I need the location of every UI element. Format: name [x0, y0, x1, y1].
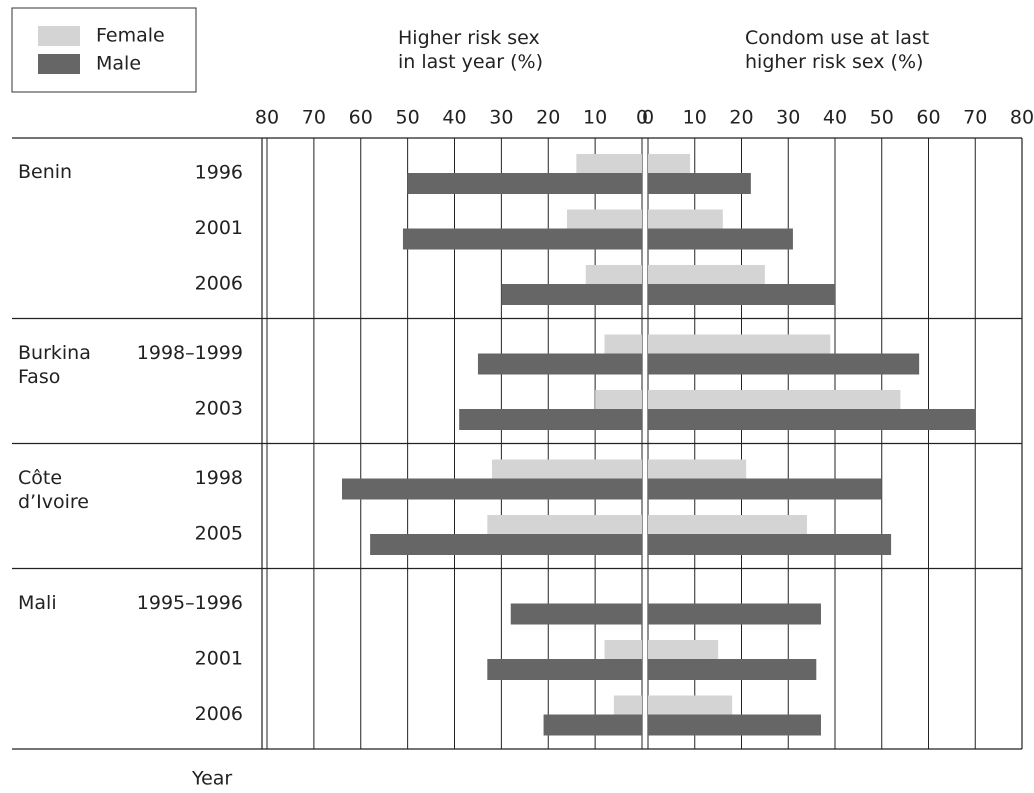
bar: [648, 640, 719, 659]
y-tick-label: 1996: [195, 162, 243, 184]
bar: [613, 695, 642, 715]
country-label: Benin: [18, 161, 73, 183]
x-tick-label: 50: [870, 107, 894, 129]
bar: [648, 334, 831, 354]
bar: [648, 173, 751, 194]
x-tick-label: 20: [729, 107, 753, 129]
bar: [585, 265, 642, 284]
bar: [501, 284, 642, 305]
bar: [648, 154, 691, 173]
bar: [648, 353, 920, 375]
bar: [648, 284, 835, 305]
bar: [648, 534, 892, 555]
bar: [487, 515, 642, 534]
bar: [648, 478, 882, 500]
y-tick-label: 2001: [195, 648, 243, 670]
x-tick-label: 70: [302, 107, 326, 129]
bar: [492, 459, 642, 479]
bar: [576, 154, 642, 173]
x-tick-label: 30: [776, 107, 800, 129]
bar: [648, 714, 821, 736]
bar: [648, 409, 976, 430]
bar: [595, 390, 642, 409]
bar: [459, 409, 642, 430]
bar: [648, 390, 901, 409]
x-tick-label: 80: [255, 107, 279, 129]
axis-label: Year: [191, 768, 232, 790]
bar: [648, 515, 807, 534]
y-tick-label: 2005: [195, 523, 243, 545]
x-tick-label: 60: [916, 107, 940, 129]
bar: [648, 228, 793, 250]
bar: [648, 659, 817, 680]
legend-swatch: [38, 26, 80, 46]
x-tick-label: 60: [349, 107, 373, 129]
bar: [648, 209, 723, 229]
bar: [648, 265, 765, 284]
bar: [370, 534, 642, 555]
x-tick-label: 30: [489, 107, 513, 129]
bar: [604, 640, 642, 659]
x-tick-label: 80: [1010, 107, 1034, 129]
bar: [604, 334, 642, 354]
bar: [648, 603, 821, 625]
bar: [487, 659, 642, 680]
y-tick-label: 1998: [195, 467, 243, 489]
bar: [402, 228, 642, 250]
legend-label: Female: [96, 25, 165, 47]
panel-title: Condom use at last higher risk sex (%): [745, 27, 930, 73]
bar: [342, 478, 642, 500]
bar: [407, 173, 642, 194]
x-tick-label: 50: [396, 107, 420, 129]
legend-label: Male: [96, 53, 141, 75]
x-tick-label: 40: [442, 107, 466, 129]
country-label: Mali: [18, 591, 57, 614]
legend-box: [11, 7, 197, 93]
bar: [510, 603, 642, 625]
country-label: Côte d’Ivoire: [18, 466, 89, 513]
legend-swatch: [38, 54, 80, 74]
x-tick-label: 10: [583, 107, 607, 129]
bar: [648, 459, 747, 479]
x-tick-label: 0: [642, 107, 654, 129]
country-label: Burkina Faso: [18, 341, 91, 388]
y-tick-label: 2003: [195, 398, 243, 420]
bar: [477, 353, 642, 375]
bar: [648, 695, 733, 715]
x-tick-label: 70: [963, 107, 987, 129]
bar: [543, 714, 642, 736]
panel-title: Higher risk sex in last year (%): [398, 27, 543, 73]
x-tick-label: 40: [823, 107, 847, 129]
x-tick-label: 10: [683, 107, 707, 129]
y-tick-label: 2006: [195, 703, 243, 725]
x-tick-label: 20: [536, 107, 560, 129]
y-tick-label: 2006: [195, 273, 243, 295]
y-tick-label: 1998–1999: [137, 342, 243, 364]
y-tick-label: 2001: [195, 217, 243, 239]
bar: [567, 209, 642, 229]
y-tick-label: 1995–1996: [137, 592, 243, 614]
x-tick-label: 0: [636, 107, 648, 129]
